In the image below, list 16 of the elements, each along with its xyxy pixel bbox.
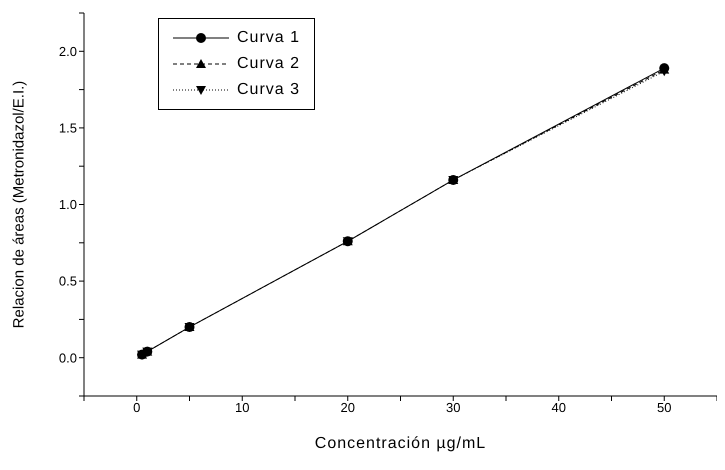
x-tick-label: 50 bbox=[657, 400, 672, 416]
y-tick-label: 0.5 bbox=[58, 274, 77, 289]
x-tick-label: 0 bbox=[133, 400, 140, 416]
y-tick-label: 2.0 bbox=[58, 44, 77, 59]
x-axis-title: Concentración µg/mL bbox=[314, 435, 486, 452]
legend-label: Curva 1 bbox=[237, 29, 300, 47]
legend-label: Curva 3 bbox=[237, 81, 300, 99]
y-tick-label: 1.0 bbox=[58, 197, 77, 212]
y-axis-title: Relacion de áreas (Metronidazol/E.I.) bbox=[10, 80, 28, 328]
x-tick-label: 40 bbox=[552, 400, 566, 416]
y-tick-label: 1.5 bbox=[58, 120, 77, 136]
x-tick-label: 20 bbox=[340, 400, 355, 416]
x-tick-label: 30 bbox=[446, 400, 460, 416]
y-tick-label: 0.0 bbox=[58, 350, 77, 366]
x-tick-label: 10 bbox=[235, 400, 250, 416]
legend-label: Curva 2 bbox=[237, 55, 300, 73]
